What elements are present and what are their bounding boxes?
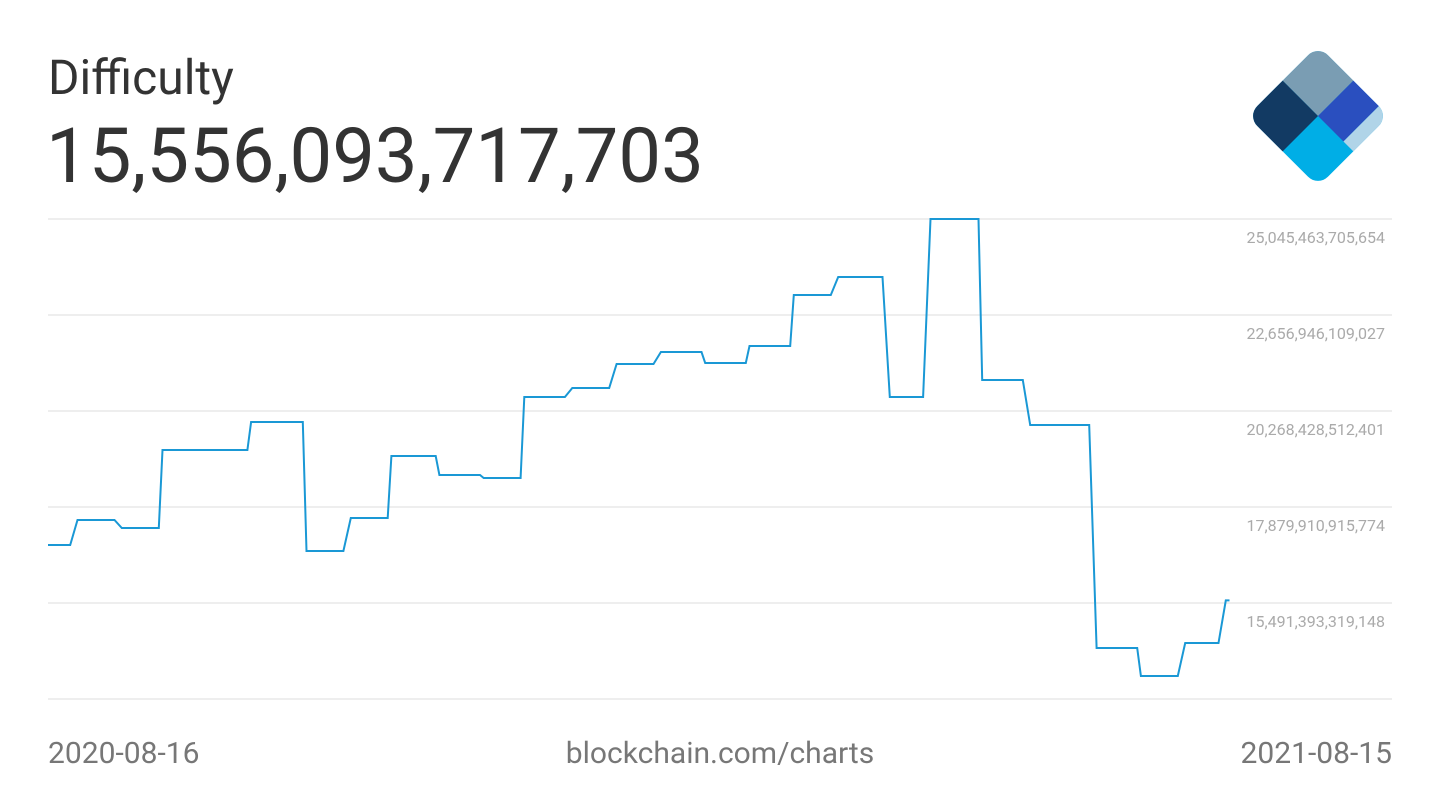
y-tick-label: 15,491,393,319,148 [1247,612,1385,631]
y-tick-label: 20,268,428,512,401 [1247,420,1385,439]
logo [1253,51,1383,181]
logo-part [1253,80,1318,152]
source: blockchain.com/charts [566,736,874,771]
y-tick-label: 22,656,946,109,027 [1247,324,1385,343]
chart-title: Difficulty [48,49,234,106]
data-line [48,218,1230,677]
y-tick-label: 17,879,910,915,774 [1247,516,1385,535]
y-tick-label: 25,045,463,705,654 [1247,228,1385,247]
x-start-label: 2020-08-16 [48,736,199,771]
logo-part [1318,80,1379,142]
logo-part [1282,51,1354,116]
logo-part [1343,106,1383,152]
headline-value: 15,556,093,717,703 [46,111,704,201]
x-end-label: 2021-08-15 [1241,736,1392,771]
